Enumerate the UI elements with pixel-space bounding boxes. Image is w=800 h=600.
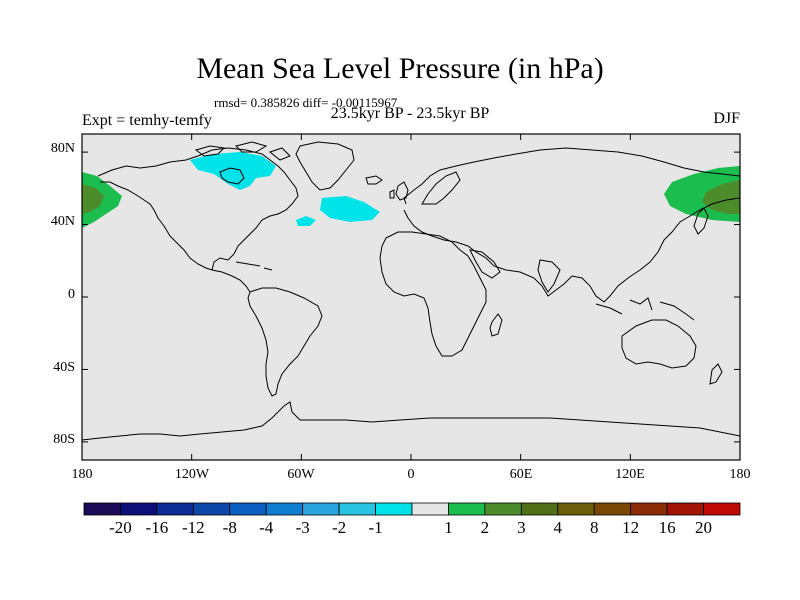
colorbar-swatch-6 xyxy=(302,502,340,516)
colorbar-label-10: 3 xyxy=(517,518,526,537)
map-background xyxy=(82,134,740,460)
period-label: 23.5kyr BP - 23.5kyr BP xyxy=(330,105,490,122)
coast-scandinavia xyxy=(421,171,461,205)
coast-australia xyxy=(621,319,697,369)
lon-label-120e: 120E xyxy=(615,467,645,482)
colorbar-swatch-1 xyxy=(120,502,158,516)
lon-label-0: 0 xyxy=(407,467,415,482)
colorbar-label-8: 1 xyxy=(444,518,453,537)
colorbar-swatch-7 xyxy=(338,502,376,516)
colorbar-swatch-12 xyxy=(520,502,559,516)
colorbar-swatch-10 xyxy=(448,502,486,516)
colorbar-swatch-0 xyxy=(83,502,121,516)
colorbar-swatch-13 xyxy=(557,502,595,516)
anomaly-pacific-east-core xyxy=(702,180,740,214)
colorbar-label-2: -12 xyxy=(181,518,205,537)
coast-central-america xyxy=(211,269,251,293)
lon-label-60e: 60E xyxy=(509,467,533,482)
colorbar-swatch-16 xyxy=(666,502,704,516)
coastlines xyxy=(81,141,741,441)
coast-arctic-islands xyxy=(194,141,291,161)
colorbar-label-13: 12 xyxy=(622,518,640,537)
coast-japan xyxy=(693,207,709,235)
colorbar-label-1: -16 xyxy=(145,518,169,537)
colorbar-label-0: -20 xyxy=(109,518,132,537)
colorbar-label-12: 8 xyxy=(589,518,599,537)
coast-arabia-india xyxy=(469,249,561,293)
coast-north-america xyxy=(97,147,299,271)
colorbar xyxy=(83,502,741,516)
coast-iceland xyxy=(365,175,383,185)
lon-label-180w: 180 xyxy=(71,467,93,482)
colorbar-swatch-15 xyxy=(630,502,668,516)
coast-british-isles xyxy=(389,181,409,201)
coast-new-zealand xyxy=(709,363,723,385)
colorbar-swatch-5 xyxy=(265,502,304,516)
colorbar-label-15: 20 xyxy=(695,518,713,537)
lon-label-120w: 120W xyxy=(174,467,210,482)
coast-eurasia xyxy=(403,147,741,303)
lon-label-60w: 60W xyxy=(287,467,315,482)
anomaly-atlantic-low-a xyxy=(320,196,380,222)
coast-africa xyxy=(379,231,487,357)
colorbar-swatch-17 xyxy=(703,502,741,516)
lat-label-80s: 80S xyxy=(53,432,75,447)
rmsd-diff-stats: rmsd= 0.385826 diff= -0.00115967 xyxy=(214,95,398,110)
colorbar-label-3: -8 xyxy=(222,518,237,537)
coast-indonesia xyxy=(595,297,695,321)
colorbar-swatch-9 xyxy=(411,502,449,516)
coast-south-america xyxy=(247,287,323,397)
colorbar-label-5: -3 xyxy=(295,518,310,537)
coast-antarctica xyxy=(81,401,741,441)
colorbar-label-9: 2 xyxy=(480,518,490,537)
season-label: DJF xyxy=(713,110,740,127)
experiment-label: Expt = temhy-temfy xyxy=(82,112,212,129)
coast-madagascar xyxy=(489,313,503,337)
colorbar-swatch-11 xyxy=(484,502,522,516)
lon-label-180e: 180 xyxy=(729,467,751,482)
colorbar-swatch-3 xyxy=(192,502,231,516)
anomaly-pacific-west-core xyxy=(82,184,104,214)
colorbar-swatch-8 xyxy=(375,502,413,516)
lat-label-0: 0 xyxy=(68,287,75,302)
colorbar-swatch-14 xyxy=(593,502,632,516)
colorbar-label-11: 4 xyxy=(553,518,563,537)
anomaly-hudson-low xyxy=(190,152,276,190)
figure-title: Mean Sea Level Pressure (in hPa) xyxy=(196,52,604,85)
colorbar-label-4: -4 xyxy=(259,518,274,537)
coast-hudson-bay xyxy=(219,167,245,185)
colorbar-swatch-4 xyxy=(229,502,267,516)
lat-label-40n: 40N xyxy=(50,214,75,229)
colorbar-label-6: -2 xyxy=(332,518,347,537)
colorbar-swatch-2 xyxy=(156,502,194,516)
colorbar-label-7: -1 xyxy=(368,518,383,537)
anomaly-shading xyxy=(82,152,740,228)
lat-label-40s: 40S xyxy=(53,360,75,375)
coast-caribbean xyxy=(235,261,273,271)
colorbar-label-14: 16 xyxy=(658,518,676,537)
axis-ticks xyxy=(81,134,741,460)
anomaly-atlantic-low-b xyxy=(296,216,316,226)
coast-greenland xyxy=(295,141,355,191)
lat-label-80n: 80N xyxy=(50,141,75,156)
